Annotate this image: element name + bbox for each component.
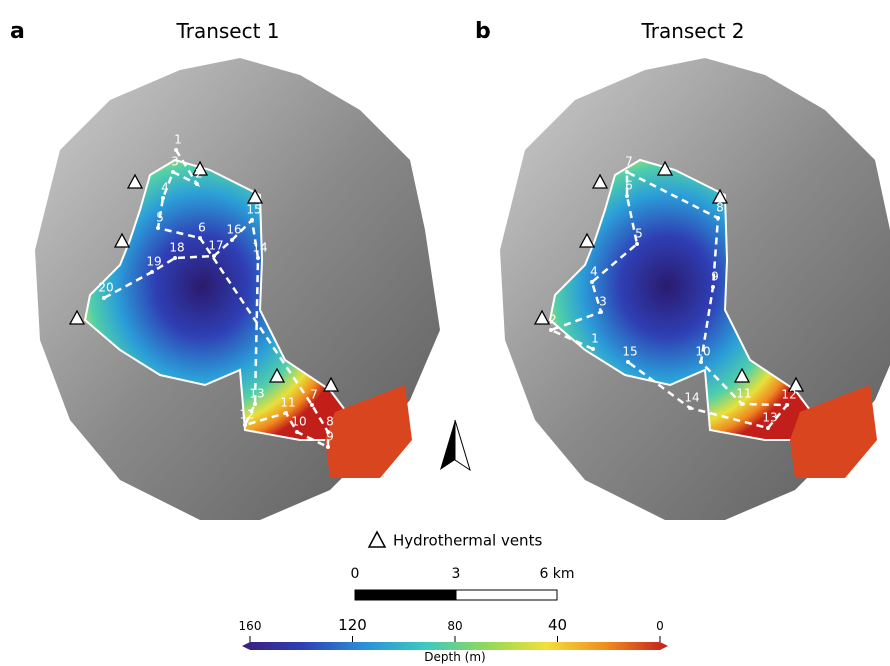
colorbar-tick-label: 120 xyxy=(338,616,367,634)
station xyxy=(785,403,789,407)
station-label: 12 xyxy=(239,408,254,422)
station xyxy=(326,445,330,449)
station-label: 17 xyxy=(208,239,223,253)
station xyxy=(256,256,260,260)
station-label: 15 xyxy=(246,203,261,217)
station-label: 12 xyxy=(781,388,796,402)
station-label: 13 xyxy=(249,387,264,401)
station-label: 10 xyxy=(291,415,306,429)
station xyxy=(625,170,629,174)
colorbar-label: Depth (m) xyxy=(424,650,485,664)
scale-label: 0 xyxy=(351,566,360,582)
station xyxy=(171,170,175,174)
station-label: 19 xyxy=(146,255,161,269)
station xyxy=(195,182,199,186)
north-arrow xyxy=(455,420,470,470)
station xyxy=(688,406,692,410)
station-label: 16 xyxy=(226,223,241,237)
station xyxy=(549,328,553,332)
station xyxy=(626,360,630,364)
station-label: 11 xyxy=(736,387,751,401)
station xyxy=(599,310,603,314)
panel-title: Transect 2 xyxy=(640,19,744,43)
station-label: 6 xyxy=(198,221,206,235)
station xyxy=(243,423,247,427)
station-label: 20 xyxy=(98,281,113,295)
station-label: 10 xyxy=(695,345,710,359)
station xyxy=(250,218,254,222)
station-label: 9 xyxy=(711,270,719,284)
station xyxy=(716,216,720,220)
station-label: 5 xyxy=(156,211,164,225)
station-label: 18 xyxy=(169,241,184,255)
station xyxy=(156,226,160,230)
station xyxy=(212,254,216,258)
station xyxy=(625,194,629,198)
station xyxy=(740,402,744,406)
station xyxy=(150,270,154,274)
station-label: 8 xyxy=(326,415,334,429)
station xyxy=(310,403,314,407)
station-label: 8 xyxy=(716,201,724,215)
station-label: 3 xyxy=(171,155,179,169)
colorbar-tick-label: 80 xyxy=(447,619,462,633)
legend-label: Hydrothermal vents xyxy=(393,532,542,550)
station-label: 7 xyxy=(310,388,318,402)
station-label: 11 xyxy=(280,396,295,410)
station xyxy=(173,256,177,260)
scale-label: 6 km xyxy=(539,566,574,582)
station-label: 14 xyxy=(252,241,267,255)
scale-segment xyxy=(456,590,557,600)
station-label: 1 xyxy=(591,332,599,346)
scale-segment xyxy=(355,590,456,600)
colorbar xyxy=(242,642,668,650)
station xyxy=(590,280,594,284)
station-label: 7 xyxy=(625,155,633,169)
station xyxy=(711,285,715,289)
station xyxy=(295,430,299,434)
station-label: 15 xyxy=(622,345,637,359)
station-label: 2 xyxy=(549,313,557,327)
station xyxy=(253,402,257,406)
station-label: 2 xyxy=(195,167,203,181)
station xyxy=(161,196,165,200)
scale-label: 3 xyxy=(452,566,461,582)
station-label: 4 xyxy=(590,265,598,279)
station-label: 14 xyxy=(684,391,699,405)
colorbar-tick-label: 40 xyxy=(548,616,567,634)
station xyxy=(766,426,770,430)
station-label: 9 xyxy=(326,430,334,444)
station-label: 13 xyxy=(762,411,777,425)
colorbar-tick-label: 0 xyxy=(656,619,664,633)
colorbar-tick-label: 160 xyxy=(239,619,262,633)
station xyxy=(102,296,106,300)
panel-title: Transect 1 xyxy=(175,19,279,43)
panel-label: a xyxy=(10,19,25,44)
station-label: 1 xyxy=(174,133,182,147)
station xyxy=(284,411,288,415)
station-label: 4 xyxy=(161,181,169,195)
north-arrow xyxy=(440,420,455,470)
figure: aTransect 112345678910111213141516171819… xyxy=(0,0,890,666)
station-label: 3 xyxy=(599,295,607,309)
legend-vent-icon xyxy=(369,532,385,547)
panel-label: b xyxy=(475,19,491,44)
station xyxy=(230,238,234,242)
station xyxy=(198,236,202,240)
station-label: 6 xyxy=(625,179,633,193)
station xyxy=(174,148,178,152)
station xyxy=(591,347,595,351)
station xyxy=(699,360,703,364)
station xyxy=(635,242,639,246)
station-label: 5 xyxy=(635,227,643,241)
